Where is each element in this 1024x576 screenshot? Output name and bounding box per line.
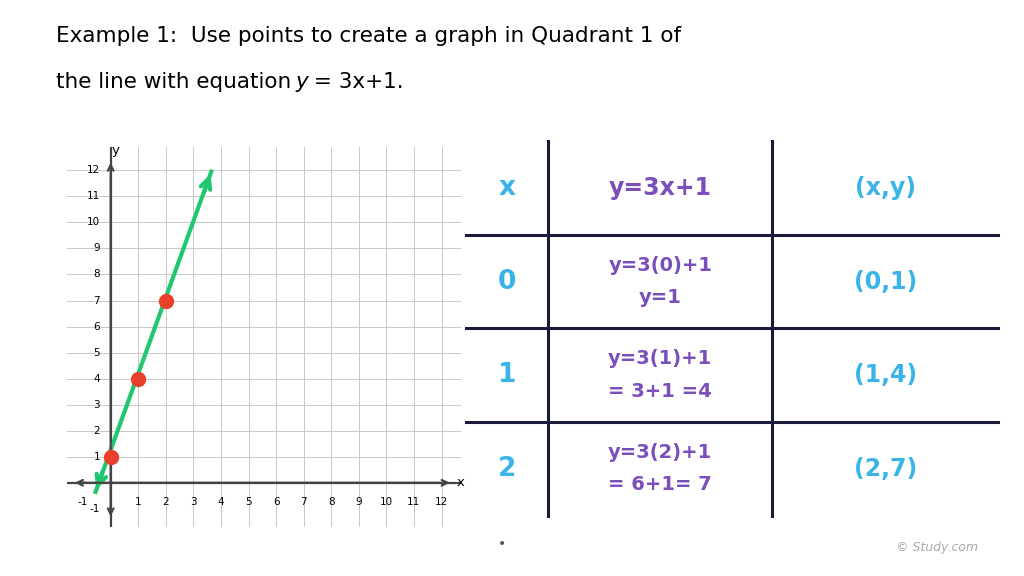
Text: 7: 7 bbox=[93, 295, 100, 305]
Text: Example 1:  Use points to create a graph in Quadrant 1 of: Example 1: Use points to create a graph … bbox=[56, 26, 681, 46]
Text: y=3(1)+1: y=3(1)+1 bbox=[608, 350, 713, 369]
Text: 12: 12 bbox=[87, 165, 100, 175]
Text: 9: 9 bbox=[93, 244, 100, 253]
Text: = 6+1= 7: = 6+1= 7 bbox=[608, 475, 712, 494]
Text: (0,1): (0,1) bbox=[854, 270, 916, 294]
Text: 2: 2 bbox=[163, 497, 169, 507]
Text: 5: 5 bbox=[245, 497, 252, 507]
Text: y=3(0)+1: y=3(0)+1 bbox=[608, 256, 713, 275]
Text: = 3x+1.: = 3x+1. bbox=[307, 72, 403, 92]
Text: © Study.com: © Study.com bbox=[896, 541, 978, 554]
Text: 2: 2 bbox=[498, 456, 516, 482]
Text: y: y bbox=[112, 145, 120, 157]
Text: the line with equation: the line with equation bbox=[56, 72, 298, 92]
Text: -1: -1 bbox=[78, 497, 88, 507]
Text: 10: 10 bbox=[380, 497, 393, 507]
Text: 5: 5 bbox=[93, 347, 100, 358]
Text: 6: 6 bbox=[272, 497, 280, 507]
Text: 12: 12 bbox=[435, 497, 449, 507]
Text: (1,4): (1,4) bbox=[854, 363, 916, 387]
Text: y=3x+1: y=3x+1 bbox=[609, 176, 712, 200]
Text: 7: 7 bbox=[300, 497, 307, 507]
Text: 11: 11 bbox=[87, 191, 100, 202]
Text: 9: 9 bbox=[355, 497, 362, 507]
Text: 4: 4 bbox=[218, 497, 224, 507]
Text: 0: 0 bbox=[498, 268, 516, 294]
Text: 2: 2 bbox=[93, 426, 100, 435]
Text: 1: 1 bbox=[93, 452, 100, 462]
Text: x: x bbox=[499, 175, 516, 201]
Text: -1: -1 bbox=[90, 504, 100, 514]
Text: 11: 11 bbox=[408, 497, 421, 507]
Text: x: x bbox=[457, 476, 465, 489]
Text: 8: 8 bbox=[328, 497, 335, 507]
Text: = 3+1 =4: = 3+1 =4 bbox=[608, 382, 712, 401]
Text: 1: 1 bbox=[135, 497, 141, 507]
Text: y: y bbox=[295, 72, 308, 92]
Text: y=3(2)+1: y=3(2)+1 bbox=[608, 443, 713, 462]
Text: •: • bbox=[498, 537, 506, 551]
Text: 3: 3 bbox=[93, 400, 100, 410]
Text: 8: 8 bbox=[93, 270, 100, 279]
Text: 6: 6 bbox=[93, 321, 100, 332]
Text: (2,7): (2,7) bbox=[854, 457, 916, 481]
Text: (x,y): (x,y) bbox=[855, 176, 915, 200]
Text: 3: 3 bbox=[190, 497, 197, 507]
Text: 1: 1 bbox=[498, 362, 516, 388]
Text: 10: 10 bbox=[87, 217, 100, 228]
Text: 4: 4 bbox=[93, 374, 100, 384]
Text: y=1: y=1 bbox=[639, 288, 682, 307]
